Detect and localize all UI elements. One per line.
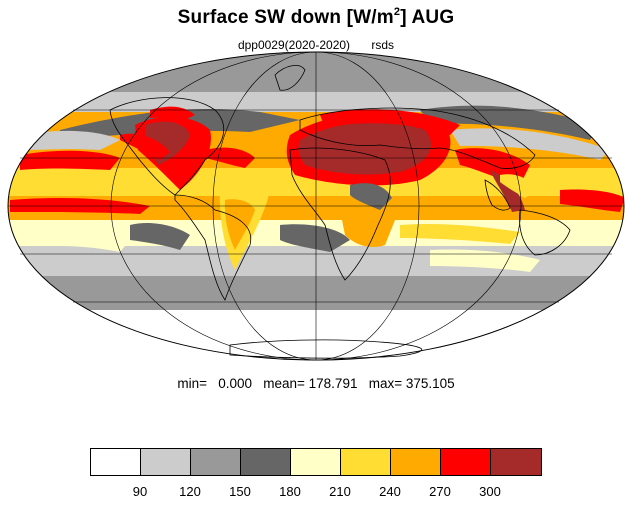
colorbar-box bbox=[141, 449, 191, 475]
colorbar-tick-label: 150 bbox=[229, 484, 251, 499]
field-layer bbox=[8, 52, 624, 360]
stats-line: min= 0.000 mean= 178.791 max= 375.105 bbox=[177, 376, 455, 391]
colorbar-box bbox=[241, 449, 291, 475]
colorbar-box bbox=[191, 449, 241, 475]
colorbar-box bbox=[441, 449, 491, 475]
colorbar-tick-label: 180 bbox=[279, 484, 301, 499]
colorbar-tick-label: 210 bbox=[329, 484, 351, 499]
map-subtitle: dpp0029(2020-2020) rsds bbox=[0, 38, 632, 52]
run-label: dpp0029(2020-2020) bbox=[237, 38, 351, 52]
colorbar-tick-label: 240 bbox=[379, 484, 401, 499]
map-title: Surface SW down [W/m2] AUG bbox=[177, 6, 455, 28]
colorbar-box bbox=[341, 449, 391, 475]
colorbar-tick-label: 270 bbox=[429, 484, 451, 499]
variable-label: rsds bbox=[371, 38, 395, 52]
colorbar-tick-label: 300 bbox=[479, 484, 501, 499]
colorbar bbox=[90, 448, 542, 476]
colorbar-labels: 90 120 150 180 210 240 270 300 bbox=[0, 484, 632, 500]
colorbar-tick-label: 120 bbox=[179, 484, 201, 499]
map-outline bbox=[7, 51, 625, 361]
colorbar-tick-label: 90 bbox=[132, 484, 148, 499]
colorbar-box bbox=[91, 449, 141, 475]
colorbar-box bbox=[291, 449, 341, 475]
colorbar-box bbox=[391, 449, 441, 475]
colorbar-box bbox=[491, 449, 541, 475]
